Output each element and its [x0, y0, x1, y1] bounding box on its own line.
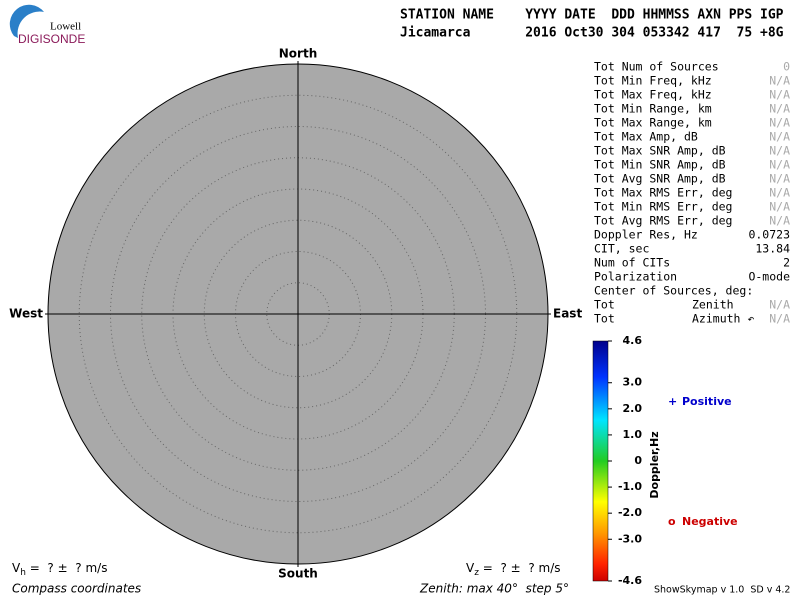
stat-label: Tot Max Freq, kHz — [594, 88, 712, 102]
header-values: Jicamarca 2016 Oct30 304 053342 417 75 +… — [400, 26, 784, 41]
vz-sub: z — [474, 568, 479, 578]
colorbar-tick-label: -1.0 — [618, 480, 642, 493]
stat-value: N/A — [769, 88, 790, 102]
stat-label: Polarization — [594, 270, 677, 284]
stat-value: N/A — [769, 116, 790, 130]
colorbar: 4.6 3.0 2.0 1.0 0 -1.0 -2.0 -3.0 -4.6 Doppler,Hz — [592, 334, 661, 587]
vh-sub: h — [20, 568, 26, 578]
stat-value: 2 — [783, 256, 790, 270]
stat-label: CIT, sec — [594, 242, 649, 256]
stat-label: Tot Max RMS Err, deg — [594, 186, 732, 200]
logo-line1: Lowell — [50, 21, 81, 33]
colorbar-tick-label: -4.6 — [618, 574, 642, 587]
stat-value: N/A — [769, 186, 790, 200]
stat-value: 0 — [783, 60, 790, 74]
logo-swoosh — [9, 4, 44, 39]
stat-label: Tot Max Range, km — [594, 116, 712, 130]
stat-value: 13.84 — [755, 242, 790, 256]
stat-value: N/A — [769, 158, 790, 172]
stat-label: Tot Avg RMS Err, deg — [594, 214, 732, 228]
stat-label: Num of CITs — [594, 256, 670, 270]
colorbar-tick-label: 4.6 — [623, 334, 643, 347]
negative-label: Negative — [682, 515, 738, 528]
stats-table: Tot Num of Sources 0 Tot Min Freq, kHz N/A T… — [594, 60, 790, 326]
vh-readout: Vh = ? ± ? m/s — [12, 561, 107, 578]
stat-label: Tot Min SNR Amp, dB — [594, 158, 726, 172]
positive-label: Positive — [682, 395, 732, 408]
stat-label2: Zenith — [692, 298, 734, 312]
stat-label: Tot Num of Sources — [594, 60, 719, 74]
stat-value: N/A — [769, 74, 790, 88]
footer-left: Compass coordinates — [12, 582, 141, 596]
stat-label2: Azimuth ↶ — [692, 312, 754, 326]
colorbar-label: Doppler,Hz — [648, 431, 661, 498]
header-labels: STATION NAME YYYY DATE DDD HHMMSS AXN PP… — [400, 8, 784, 23]
logo-line2: DIGISONDE — [18, 32, 85, 46]
colorbar-tick-label: -2.0 — [618, 506, 642, 519]
positive-symbol: + — [668, 395, 677, 408]
direction-east: East — [553, 307, 582, 321]
vh-text: = ? ± ? m/s — [26, 561, 108, 575]
stat-value: N/A — [769, 298, 790, 312]
direction-north: North — [279, 47, 317, 61]
vz-symbol: V — [466, 561, 475, 575]
stat-label: Tot Min Freq, kHz — [594, 74, 712, 88]
stat-value: N/A — [769, 214, 790, 228]
colorbar-tick-label: 1.0 — [623, 428, 643, 441]
stat-value: N/A — [769, 102, 790, 116]
stat-label: Tot Avg SNR Amp, dB — [594, 172, 726, 186]
vh-symbol: V — [12, 561, 21, 575]
direction-west: West — [9, 307, 43, 321]
colorbar-gradient — [592, 340, 609, 582]
stat-label: Center of Sources, deg: — [594, 284, 753, 298]
stat-label: Doppler Res, Hz — [594, 228, 698, 242]
stat-value: 0.0723 — [748, 228, 790, 242]
negative-symbol: o — [668, 515, 676, 528]
stat-value: N/A — [769, 144, 790, 158]
footer-center: Zenith: max 40° step 5° — [419, 582, 569, 596]
footer-right: ShowSkymap v 1.0 SD v 4.2 — [654, 585, 790, 596]
skymap-plot: North South West East — [9, 47, 582, 581]
colorbar-tick-label: 2.0 — [623, 402, 643, 415]
stat-label: Tot — [594, 298, 615, 312]
stat-label: Tot Max SNR Amp, dB — [594, 144, 726, 158]
stat-value: N/A — [769, 130, 790, 144]
vz-readout: Vz = ? ± ? m/s — [466, 561, 561, 578]
stat-value: N/A — [769, 172, 790, 186]
vz-text: = ? ± ? m/s — [479, 561, 561, 575]
stat-value: N/A — [769, 200, 790, 214]
colorbar-tick-label: -3.0 — [618, 532, 642, 545]
stat-value: N/A — [769, 312, 790, 326]
stat-value: O-mode — [748, 270, 790, 284]
stat-label: Tot Min Range, km — [594, 102, 712, 116]
stat-label: Tot — [594, 312, 615, 326]
colorbar-tick-label: 0 — [634, 454, 642, 467]
stat-label: Tot Max Amp, dB — [594, 130, 698, 144]
direction-south: South — [278, 567, 318, 581]
colorbar-tick-label: 3.0 — [623, 376, 643, 389]
stat-label: Tot Min RMS Err, deg — [594, 200, 732, 214]
